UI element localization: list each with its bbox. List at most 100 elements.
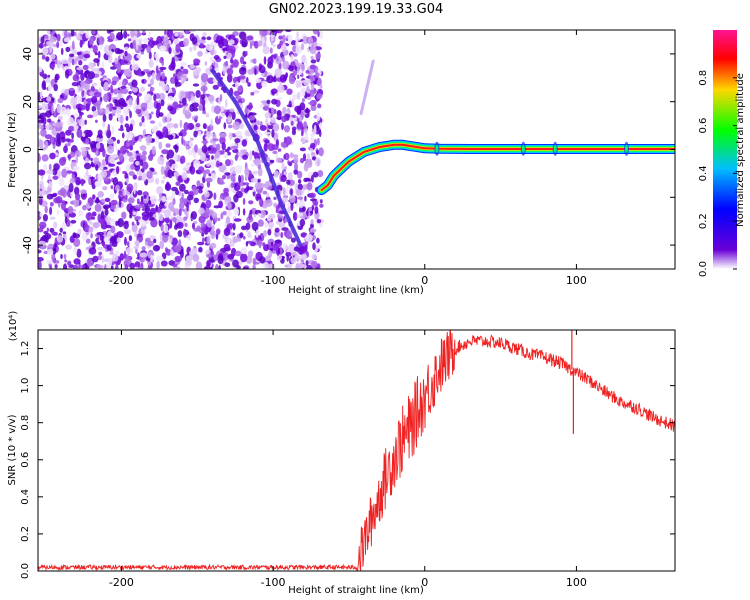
noise-blob (281, 161, 285, 171)
noise-blob (105, 50, 113, 56)
y-tick-label: 20 (21, 95, 34, 109)
noise-blob (198, 104, 203, 111)
noise-blob (295, 62, 302, 68)
noise-blob (215, 160, 220, 168)
noise-blob (309, 64, 317, 70)
noise-blob (180, 66, 184, 70)
noise-blob (238, 151, 242, 157)
noise-blob (186, 145, 189, 150)
noise-blob (225, 99, 228, 108)
noise-blob (206, 131, 212, 138)
noise-blob (258, 239, 262, 249)
noise-blob (293, 169, 299, 175)
noise-blob (295, 39, 299, 49)
noise-blob (277, 96, 282, 101)
noise-blob (302, 88, 306, 97)
noise-blob (160, 179, 165, 184)
noise-blob (83, 53, 91, 59)
noise-blob (257, 213, 262, 217)
noise-blob (42, 214, 49, 222)
noise-blob (234, 154, 238, 161)
noise-blob (141, 246, 146, 251)
noise-blob (239, 67, 247, 75)
noise-blob (76, 128, 83, 138)
noise-blob (191, 36, 198, 45)
noise-blob (288, 65, 294, 72)
trace-bump-core (553, 144, 557, 153)
spectrogram-plot-area (38, 30, 675, 269)
noise-blob (292, 211, 298, 221)
y-tick-label: 0.4 (20, 489, 31, 505)
noise-blob (149, 120, 156, 124)
noise-blob (298, 69, 303, 76)
noise-blob (178, 208, 182, 217)
noise-blob (193, 159, 201, 168)
noise-blob (55, 196, 63, 203)
noise-blob (178, 132, 183, 137)
noise-blob (168, 47, 172, 54)
noise-blob (198, 166, 205, 174)
noise-blob (218, 200, 224, 209)
noise-blob (291, 129, 296, 136)
noise-blob (56, 209, 60, 215)
noise-blob (131, 223, 138, 233)
noise-blob (53, 260, 60, 264)
noise-blob (146, 170, 153, 179)
noise-blob (142, 214, 149, 221)
noise-blob (38, 42, 44, 49)
noise-blob (113, 88, 118, 95)
noise-blob (74, 125, 79, 130)
noise-blob (233, 208, 240, 216)
noise-blob (153, 238, 157, 244)
noise-blob (95, 142, 101, 150)
noise-blob (280, 231, 284, 239)
noise-blob (273, 170, 279, 179)
noise-blob (88, 47, 94, 53)
noise-blob (271, 88, 278, 94)
noise-blob (249, 43, 253, 50)
noise-blob (92, 147, 97, 153)
noise-blob (142, 161, 149, 170)
noise-blob (132, 58, 135, 66)
noise-blob (121, 211, 127, 220)
noise-blob (107, 155, 116, 164)
noise-blob (146, 113, 150, 121)
noise-blob (41, 54, 46, 60)
noise-blob (176, 221, 184, 229)
noise-blob (103, 81, 109, 91)
noise-blob (152, 171, 158, 175)
noise-blob (240, 79, 248, 84)
noise-blob (299, 245, 306, 256)
noise-blob (108, 163, 116, 167)
noise-blob (118, 97, 126, 106)
noise-blob (54, 75, 58, 84)
noise-blob (319, 122, 323, 130)
noise-blob (157, 121, 163, 128)
noise-blob (317, 137, 320, 146)
noise-blob (260, 73, 265, 77)
noise-blob (180, 61, 187, 67)
noise-blob (108, 113, 113, 121)
noise-blob (103, 258, 110, 263)
noise-blob (116, 112, 122, 117)
noise-blob (67, 116, 75, 127)
noise-blob (148, 200, 152, 205)
noise-blob (259, 198, 264, 208)
noise-blob (309, 91, 315, 98)
noise-blob (242, 198, 246, 205)
noise-blob (267, 124, 274, 130)
noise-blob (289, 194, 296, 204)
noise-blob (198, 215, 206, 224)
noise-blob (85, 138, 90, 145)
noise-blob (57, 137, 61, 145)
noise-blob (129, 110, 132, 119)
noise-blob (66, 108, 71, 117)
noise-blob (128, 156, 135, 163)
noise-blob (168, 202, 175, 211)
noise-blob (235, 95, 242, 100)
noise-blob (241, 225, 247, 231)
noise-blob (56, 41, 60, 49)
noise-blob (90, 161, 94, 167)
noise-blob (209, 259, 216, 263)
noise-blob (62, 231, 67, 235)
